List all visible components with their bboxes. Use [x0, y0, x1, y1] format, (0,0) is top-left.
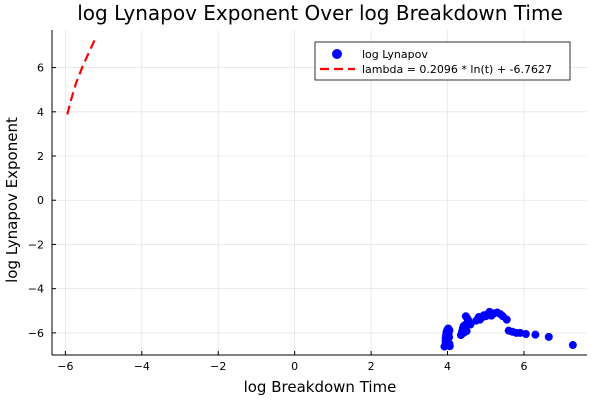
data-point [502, 315, 511, 324]
data-point [463, 314, 472, 323]
data-point [521, 329, 530, 338]
data-point [466, 320, 475, 329]
y-tick-label: −2 [28, 238, 44, 251]
data-point [445, 326, 454, 335]
x-tick-label: 4 [444, 360, 451, 373]
legend-box [314, 41, 571, 81]
data-point [531, 330, 540, 339]
x-tick-label: −4 [134, 360, 150, 373]
x-tick-label: 2 [368, 360, 375, 373]
legend: log Lynapov lambda = 0.2096 * ln(t) + -6.… [314, 41, 571, 81]
x-tick-label: −2 [210, 360, 226, 373]
legend-entry-label: lambda = 0.2096 * ln(t) + -6.7627 [362, 63, 552, 76]
y-tick-label: −6 [28, 327, 44, 340]
y-axis-label: log Lynapov Exponent [3, 117, 21, 283]
y-tick-label: 0 [37, 194, 44, 207]
y-tick-label: −4 [28, 283, 44, 296]
data-point [568, 341, 577, 350]
y-tick-label: 6 [37, 62, 44, 75]
x-tick-label: 6 [520, 360, 527, 373]
x-tick-label: −6 [57, 360, 73, 373]
x-tick-label: 0 [291, 360, 298, 373]
plot-area [66, 38, 577, 351]
x-axis-label: log Breakdown Time [244, 378, 397, 396]
legend-marker-scatter [332, 49, 342, 59]
data-point [442, 338, 451, 347]
y-tick-label: 2 [37, 150, 44, 163]
data-point [544, 332, 553, 341]
axes: −6 −4 −2 0 2 4 6 −6 −4 −2 0 2 4 6 [28, 30, 587, 373]
y-tick-label: 4 [37, 106, 44, 119]
data-point [459, 328, 468, 337]
chart-title: log Lynapov Exponent Over log Breakdown … [77, 1, 563, 25]
legend-entry-label: log Lynapov [362, 48, 428, 61]
